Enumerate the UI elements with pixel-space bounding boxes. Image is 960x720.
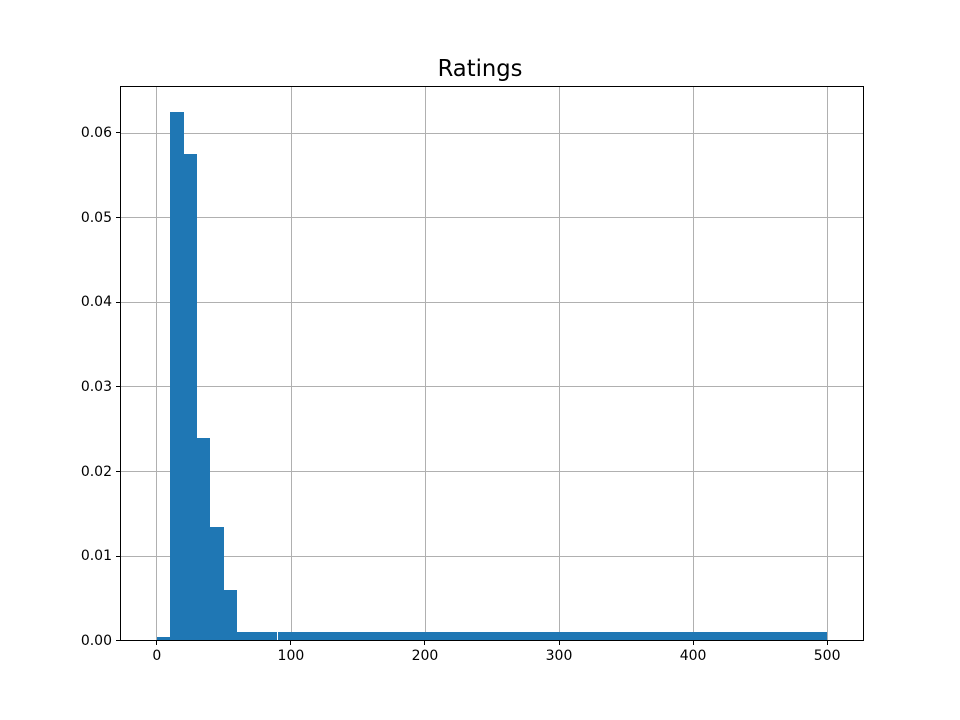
ytick-mark xyxy=(116,386,120,387)
chart-title: Ratings xyxy=(0,56,960,82)
ytick-mark xyxy=(116,471,120,472)
ytick-label: 0.03 xyxy=(81,379,112,395)
xtick-mark xyxy=(156,641,157,645)
ytick-mark xyxy=(116,556,120,557)
spine-right xyxy=(863,86,864,640)
xtick-label: 200 xyxy=(412,648,439,664)
grid-vline xyxy=(156,86,157,640)
grid-hline xyxy=(120,302,864,303)
xtick-mark xyxy=(827,641,828,645)
ytick-label: 0.00 xyxy=(81,633,112,649)
grid-hline xyxy=(120,471,864,472)
hist-bar xyxy=(184,154,197,641)
xtick-mark xyxy=(559,641,560,645)
ytick-label: 0.06 xyxy=(81,125,112,141)
grid-hline xyxy=(120,386,864,387)
ytick-mark xyxy=(116,217,120,218)
xtick-mark xyxy=(424,641,425,645)
hist-bar xyxy=(210,527,223,641)
grid-hline xyxy=(120,217,864,218)
ytick-label: 0.02 xyxy=(81,464,112,480)
grid-vline xyxy=(827,86,828,640)
spine-bottom xyxy=(120,640,864,641)
grid-vline xyxy=(693,86,694,640)
grid-vline xyxy=(425,86,426,640)
ytick-mark xyxy=(116,302,120,303)
xtick-label: 0 xyxy=(152,648,161,664)
ytick-mark xyxy=(116,132,120,133)
ytick-label: 0.04 xyxy=(81,294,112,310)
xtick-mark xyxy=(290,641,291,645)
hist-bar xyxy=(197,438,210,641)
figure: Ratings 0 100 200 300 400 500 0.00 0.01 0.02 0.03… xyxy=(0,0,960,720)
grid-vline xyxy=(291,86,292,640)
spine-top xyxy=(120,86,864,87)
axes-area xyxy=(120,86,864,640)
xtick-label: 500 xyxy=(814,648,841,664)
xtick-label: 300 xyxy=(546,648,573,664)
xtick-mark xyxy=(693,641,694,645)
spine-left xyxy=(120,86,121,640)
ytick-label: 0.01 xyxy=(81,548,112,564)
ytick-mark xyxy=(116,640,120,641)
xtick-label: 100 xyxy=(278,648,305,664)
xtick-label: 400 xyxy=(680,648,707,664)
grid-vline xyxy=(559,86,560,640)
grid-hline xyxy=(120,133,864,134)
grid-hline xyxy=(120,556,864,557)
ytick-label: 0.05 xyxy=(81,210,112,226)
hist-bar xyxy=(224,590,237,641)
hist-bar xyxy=(170,112,183,641)
